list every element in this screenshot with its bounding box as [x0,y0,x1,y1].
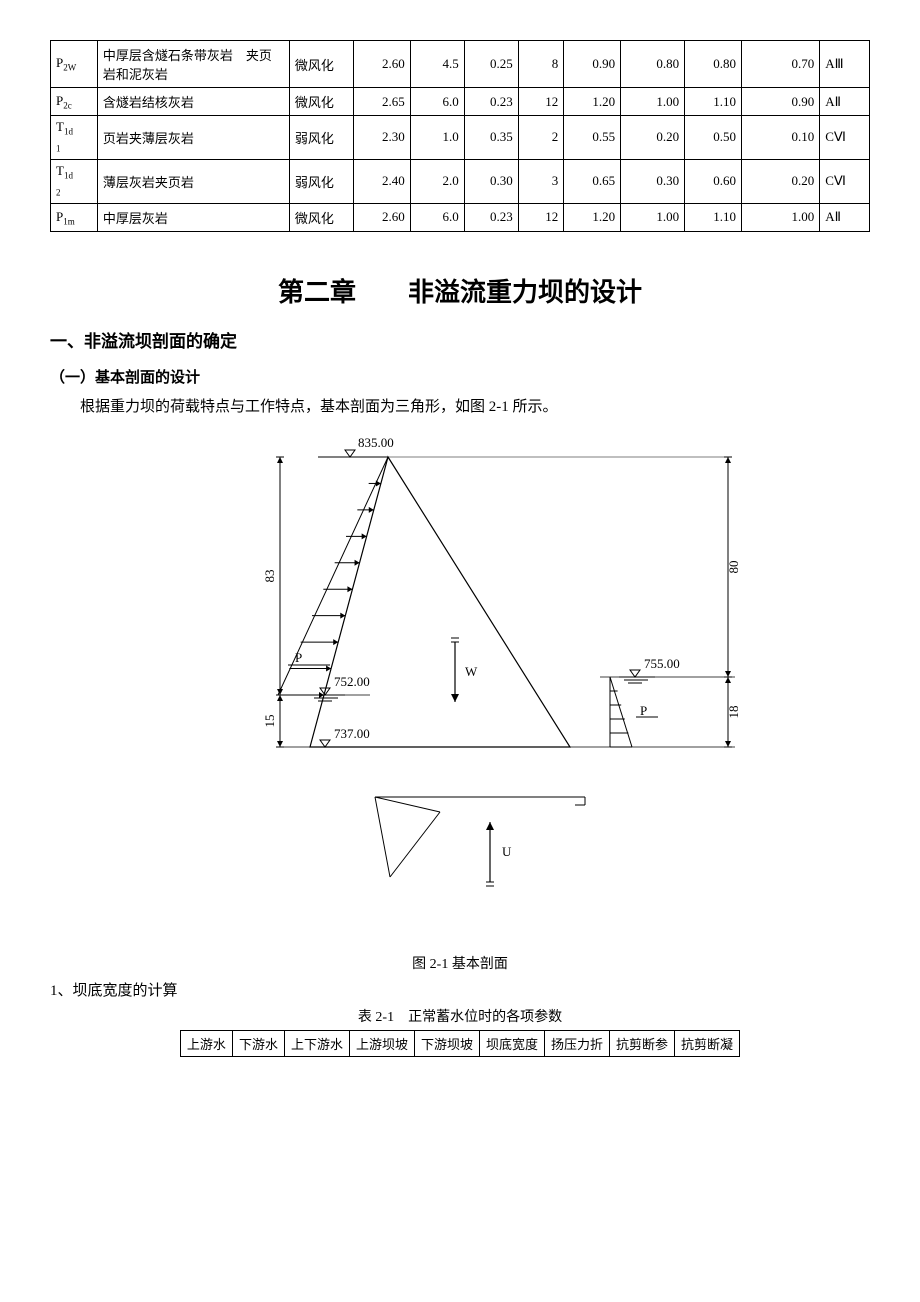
table-header-cell: 扬压力折 [545,1030,610,1056]
svg-text:15: 15 [262,714,277,727]
table-header-cell: 上下游水 [284,1030,349,1056]
table-header-cell: 上游水 [180,1030,232,1056]
list-item-1: 1、坝底宽度的计算 [50,979,870,1000]
table-header-cell: 上游坝坡 [349,1030,414,1056]
svg-text:737.00: 737.00 [334,726,370,741]
figure-caption: 图 2-1 基本剖面 [50,953,870,973]
svg-text:752.00: 752.00 [334,674,370,689]
table-row: P2c含燧岩结核灰岩微风化2.656.00.23121.201.001.100.… [51,88,870,116]
table-header-cell: 下游坝坡 [414,1030,479,1056]
table-header-cell: 抗剪断参 [610,1030,675,1056]
svg-text:18: 18 [726,705,740,718]
svg-text:83: 83 [262,569,277,582]
rock-properties-table: P2W中厚层含燧石条带灰岩 夹页岩和泥灰岩微风化2.604.50.2580.90… [50,40,870,232]
section-heading-1: 一、非溢流坝剖面的确定 [50,327,870,352]
params-table: 上游水下游水上下游水上游坝坡下游坝坡坝底宽度扬压力折抗剪断参抗剪断凝 [180,1030,740,1057]
table-header-cell: 下游水 [232,1030,284,1056]
table-row: P2W中厚层含燧石条带灰岩 夹页岩和泥灰岩微风化2.604.50.2580.90… [51,41,870,88]
table-row: P1m中厚层灰岩微风化2.606.00.23121.201.001.101.00… [51,203,870,231]
table-row: T1d1页岩夹薄层灰岩弱风化2.301.00.3520.550.200.500.… [51,116,870,160]
table2-caption: 表 2-1 正常蓄水位时的各项参数 [50,1006,870,1026]
chapter-title: 第二章 非溢流重力坝的设计 [50,272,870,309]
paragraph-intro: 根据重力坝的荷载特点与工作特点，基本剖面为三角形，如图 2-1 所示。 [50,395,870,419]
svg-text:W: W [465,664,478,679]
table-header-cell: 坝底宽度 [480,1030,545,1056]
svg-text:835.00: 835.00 [358,435,394,450]
subsection-heading-1: （一）基本剖面的设计 [50,366,870,387]
svg-text:P: P [640,703,647,718]
figure-2-1: 835.00 P 752.00 737.00 83 15 W 755.00 P 80 18 U [50,427,870,947]
svg-text:80: 80 [726,560,740,573]
table-row: T1d2薄层灰岩夹页岩弱风化2.402.00.3030.650.300.600.… [51,159,870,203]
svg-text:P: P [295,650,302,665]
table-header-cell: 抗剪断凝 [675,1030,740,1056]
svg-text:U: U [502,844,512,859]
svg-text:755.00: 755.00 [644,656,680,671]
